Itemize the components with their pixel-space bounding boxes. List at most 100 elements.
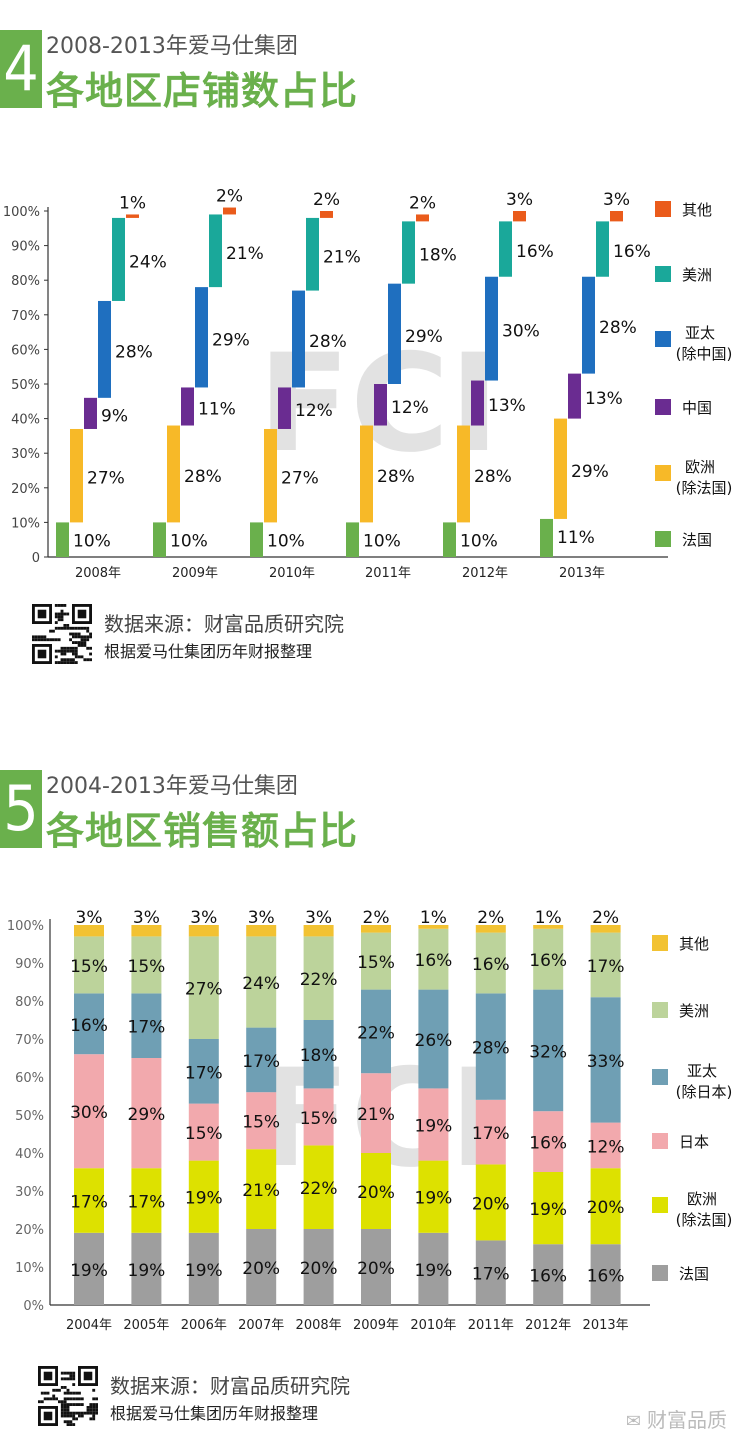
y-tick-label: 40%	[11, 413, 40, 428]
bar-segment	[533, 1244, 564, 1305]
data-label: 3%	[248, 908, 275, 928]
qr-code-icon	[38, 1366, 98, 1426]
wechat-watermark: ✉ 财富品质	[626, 1404, 727, 1433]
bar-segment	[499, 221, 512, 277]
bar-segment	[402, 221, 415, 284]
bar-segment	[590, 1168, 621, 1245]
x-tick-label: 2011年	[365, 566, 411, 581]
bar-segment	[457, 425, 470, 523]
data-label: 27%	[185, 980, 223, 1000]
bar-segment	[443, 522, 456, 557]
x-tick-label: 2006年	[181, 1318, 227, 1333]
x-tick-label: 2010年	[269, 566, 315, 581]
section-sales-share: 5 2004-2013年爱马仕集团 各地区销售额占比 FCI0%10%20%30…	[0, 740, 747, 1447]
bar-segment	[264, 428, 277, 523]
y-tick-label: 20%	[15, 1223, 44, 1238]
legend-label: 法国	[682, 531, 712, 549]
data-label: 20%	[357, 1183, 395, 1203]
source-subtitle: 根据爱马仕集团历年财报整理	[104, 642, 313, 661]
data-label: 19%	[415, 1117, 453, 1137]
bar-segment	[596, 221, 609, 277]
data-label: 16%	[70, 1016, 108, 1036]
bar-segment	[131, 925, 162, 937]
legend-label: 中国	[682, 399, 712, 417]
bar-segment	[513, 211, 526, 222]
data-label: 22%	[300, 1179, 338, 1199]
bar-segment	[590, 925, 621, 933]
x-tick-label: 2009年	[353, 1318, 399, 1333]
bar-segment	[554, 418, 567, 519]
bar-segment	[471, 380, 484, 426]
bar-segment	[292, 290, 305, 388]
bar-segment	[188, 1103, 219, 1161]
data-label: 19%	[415, 1189, 453, 1209]
bar-segment	[475, 1164, 506, 1241]
data-label: 28%	[309, 332, 347, 352]
bar-segment	[303, 1088, 334, 1146]
data-label: 26%	[415, 1031, 453, 1051]
data-label: 19%	[70, 1261, 108, 1281]
data-label: 3%	[133, 908, 160, 928]
data-label: 21%	[242, 1181, 280, 1201]
y-tick-label: 50%	[11, 378, 40, 393]
bar-segment	[131, 993, 162, 1058]
data-label: 17%	[70, 1193, 108, 1213]
bar-segment	[188, 1039, 219, 1104]
bar-segment	[485, 276, 498, 381]
bar-segment	[361, 1073, 391, 1153]
data-label: 17%	[128, 1193, 166, 1213]
data-label: 20%	[300, 1259, 338, 1279]
data-label: 27%	[281, 469, 319, 489]
data-label: 13%	[585, 389, 623, 409]
data-label: 3%	[305, 908, 332, 928]
data-label: 16%	[415, 951, 453, 971]
bar-segment	[303, 936, 334, 1020]
data-label: 24%	[129, 252, 167, 272]
legend-swatch	[652, 1133, 668, 1149]
bar-segment	[590, 1122, 621, 1169]
legend-swatch	[652, 1265, 668, 1281]
bar-segment	[181, 387, 194, 426]
bar-segment	[70, 428, 83, 523]
y-tick-label: 40%	[15, 1147, 44, 1162]
y-tick-label: 60%	[11, 343, 40, 358]
bar-segment	[475, 932, 506, 994]
x-tick-label: 2013年	[559, 566, 605, 581]
bar-segment	[246, 936, 277, 1028]
bar-segment	[533, 989, 564, 1112]
bar-segment	[246, 1229, 277, 1305]
x-tick-label: 2008年	[75, 566, 121, 581]
data-label: 28%	[115, 342, 153, 362]
sales-share-chart: FCI0%10%20%30%40%50%60%70%80%90%100%2004…	[7, 908, 733, 1333]
legend-swatch	[652, 935, 668, 951]
section-subtitle: 2004-2013年爱马仕集团	[46, 774, 298, 799]
bar-segment	[153, 522, 166, 557]
data-source: 数据来源：财富品质研究院 根据爱马仕集团历年财报整理	[32, 604, 452, 668]
bar-segment	[590, 932, 621, 998]
data-label: 10%	[170, 531, 208, 551]
y-tick-label: 20%	[11, 482, 40, 497]
bar-segment	[188, 925, 219, 937]
bar-segment	[533, 928, 564, 990]
x-tick-label: 2007年	[238, 1318, 284, 1333]
data-label: 28%	[599, 318, 637, 338]
bar-segment	[416, 214, 429, 222]
bar-segment	[361, 925, 391, 933]
bar-segment	[320, 211, 333, 218]
data-label: 16%	[516, 242, 554, 262]
data-label: 3%	[190, 908, 217, 928]
data-label: 20%	[472, 1194, 510, 1214]
legend-label: 美洲	[682, 266, 712, 284]
data-label: 2%	[592, 908, 619, 928]
data-label: 2%	[409, 193, 436, 213]
y-tick-label: 80%	[15, 995, 44, 1010]
wechat-label: 财富品质	[647, 1408, 727, 1432]
legend-label: 美洲	[679, 1002, 709, 1020]
data-label: 9%	[101, 406, 128, 426]
data-label: 18%	[300, 1046, 338, 1066]
y-tick-label: 70%	[11, 309, 40, 324]
section-title: 各地区店铺数占比	[46, 69, 359, 113]
legend-swatch	[655, 531, 671, 547]
data-label: 28%	[377, 467, 415, 487]
y-tick-label: 60%	[15, 1071, 44, 1086]
